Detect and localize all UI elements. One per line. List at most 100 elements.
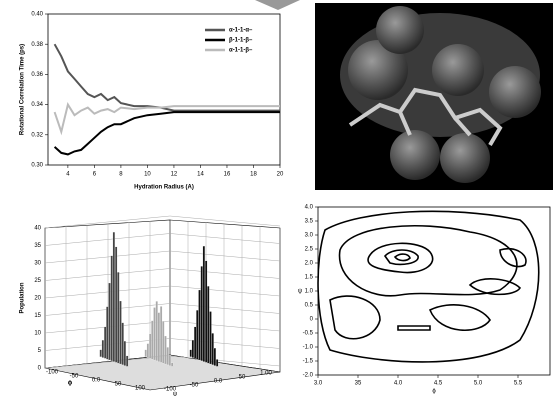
y-tick-label: 15	[34, 313, 41, 319]
grid-line	[170, 286, 280, 296]
bar	[214, 348, 216, 366]
grid-line	[45, 234, 170, 246]
y-tick-label: 2.5	[305, 247, 314, 253]
x-tick-label: 4.0	[394, 381, 403, 387]
bar	[151, 321, 153, 360]
x-tick-label: 18	[250, 172, 257, 178]
x-axis-label: ϕ	[68, 381, 73, 387]
grid-line	[170, 321, 280, 331]
y-axis-label: ψ	[298, 289, 302, 295]
grid-line	[170, 234, 280, 244]
bar	[199, 290, 201, 360]
bar	[124, 341, 126, 366]
y-axis-label: Population	[20, 282, 26, 313]
line-series	[55, 44, 280, 110]
decoration	[255, 0, 300, 10]
bar	[100, 350, 102, 357]
z-tick-label: -50	[190, 383, 199, 389]
bar	[171, 363, 173, 367]
line-series	[55, 112, 280, 154]
bar	[113, 232, 115, 362]
atom	[390, 130, 440, 180]
bar	[194, 327, 196, 359]
contour-lines	[318, 211, 539, 362]
bar	[117, 272, 119, 363]
legend-label: β-1-1-β–	[229, 38, 253, 44]
bar	[149, 334, 151, 359]
grid-line	[45, 251, 170, 263]
molecule-image	[315, 3, 553, 190]
y-tick-label: 3.5	[305, 219, 314, 225]
z-tick-label: 1.00	[260, 371, 272, 377]
bar	[190, 350, 192, 357]
bar	[104, 327, 106, 359]
y-tick-label: 0	[38, 366, 42, 372]
y-tick-label: 0.40	[31, 12, 43, 18]
grid-line	[170, 269, 280, 279]
atom	[489, 66, 541, 118]
bar	[210, 312, 212, 365]
bar	[212, 333, 214, 365]
x-tick-label: 20	[277, 172, 284, 178]
bar	[196, 310, 198, 359]
bar	[205, 261, 207, 363]
y-tick-label: 1.0	[305, 289, 314, 295]
bar	[201, 266, 203, 361]
bar	[169, 355, 171, 366]
page: {"chart_data": [ {"type": "line", "ylabe…	[0, 0, 553, 401]
y-tick-label: 20	[34, 296, 41, 302]
legend-label: α-1-1-α–	[229, 28, 253, 34]
bar	[109, 283, 111, 360]
y-tick-label: 2.0	[305, 261, 314, 267]
bar	[207, 286, 209, 363]
wall	[170, 220, 280, 372]
bar	[115, 247, 117, 363]
bar	[192, 340, 194, 358]
y-tick-label: 10	[34, 331, 41, 337]
x-tick-label: -50	[70, 374, 79, 380]
y-tick-label: -0.5	[303, 331, 314, 337]
atom	[440, 133, 490, 183]
x-tick-label: -100	[46, 370, 59, 376]
y-tick-label: 0.32	[31, 132, 43, 138]
x-tick-label: 5.5	[514, 381, 523, 387]
y-tick-label: 0.38	[31, 42, 43, 48]
y-tick-label: 30	[34, 261, 41, 267]
x-tick-label: 4	[66, 172, 70, 178]
y-tick-label: 3.0	[305, 233, 314, 239]
atom	[432, 44, 484, 96]
bar	[203, 246, 205, 362]
grid-line	[45, 216, 170, 228]
grid-line	[45, 286, 170, 298]
bar	[111, 256, 113, 361]
x-tick-label: 10	[144, 172, 151, 178]
x-tick-label: 35	[355, 381, 362, 387]
y-tick-label: -1.0	[303, 345, 314, 351]
x-axis-label: Hydration Radius (A)	[134, 185, 194, 191]
x-tick-label: 14	[197, 172, 204, 178]
y-tick-label: 0.30	[31, 163, 43, 169]
grid-line	[170, 304, 280, 314]
grid-line	[170, 339, 280, 349]
x-tick-label: 16	[224, 172, 231, 178]
x-tick-label: 12	[171, 172, 178, 178]
bar	[102, 340, 104, 358]
x-tick-label: 6	[93, 172, 97, 178]
x-tick-label: 50	[115, 382, 122, 388]
y-axis-label: Rotational Correlation Time (ps)	[20, 44, 26, 135]
bar	[158, 313, 160, 362]
bar	[154, 308, 156, 361]
y-tick-label: 5	[38, 348, 42, 354]
figure: 0.300.320.340.360.380.40468101214161820H…	[0, 0, 553, 396]
bar	[216, 359, 218, 366]
y-tick-label: 35	[34, 243, 41, 249]
y-tick-label: 0.36	[31, 72, 43, 78]
bar	[147, 344, 149, 358]
bar	[145, 350, 147, 357]
x-tick-label: 5.0	[474, 381, 483, 387]
bar	[106, 307, 108, 360]
bar	[162, 321, 164, 363]
y-tick-label: 0	[310, 317, 314, 323]
x-tick-label: 8	[119, 172, 123, 178]
grid-line	[45, 269, 170, 281]
